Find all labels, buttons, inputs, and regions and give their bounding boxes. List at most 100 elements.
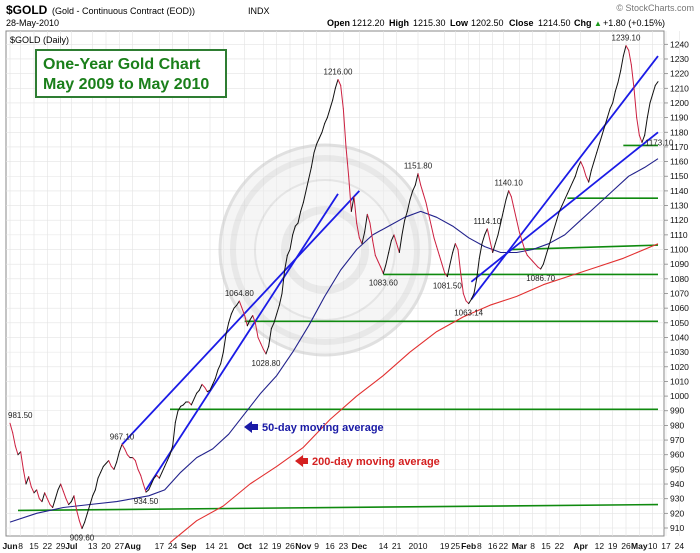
price-label: 1081.50: [433, 282, 462, 291]
x-axis: Jun 8 15 22 29 Jul 13 20 27 Aug 17 24 Sep 14 21 Oct 12 19…: [2, 541, 684, 551]
y-tick-label: 1170: [670, 142, 689, 152]
price-segment: [33, 489, 38, 494]
price-segment: [534, 263, 539, 268]
price-segment: [366, 213, 371, 224]
price-segment: [284, 254, 288, 271]
price-segment: [476, 257, 480, 280]
price-segment: [252, 314, 256, 324]
y-tick-label: 1040: [670, 332, 689, 342]
price-segment: [636, 117, 640, 136]
x-tick-label: 29: [56, 541, 66, 551]
price-segment: [444, 272, 448, 278]
price-segment: [585, 175, 590, 183]
price-segment: [465, 300, 470, 305]
x-tick-label: 12: [259, 541, 269, 551]
x-tick-label: 22: [43, 541, 53, 551]
price-segment: [345, 146, 350, 177]
trend-line: [145, 193, 339, 491]
price-segment: [73, 495, 78, 511]
price-segment: [353, 196, 358, 224]
price-series: [9, 45, 659, 530]
price-segment: [233, 304, 238, 309]
price-segment: [86, 504, 91, 514]
price-segment: [406, 199, 411, 212]
price-segment: [302, 190, 307, 204]
price-segment: [604, 117, 608, 127]
price-segment: [49, 504, 54, 508]
price-segment: [214, 369, 219, 380]
x-tick-label: 9: [314, 541, 319, 551]
price-segment: [420, 184, 424, 195]
ma50-annotation: 50-day moving average: [244, 421, 384, 434]
price-segment: [121, 443, 126, 450]
y-tick-label: 1180: [670, 127, 689, 137]
price-segment: [462, 292, 467, 302]
price-segment: [321, 122, 326, 133]
price-segment: [628, 49, 632, 66]
x-tick-label: May: [631, 541, 648, 551]
price-segment: [134, 460, 139, 470]
price-segment: [486, 228, 491, 242]
price-segment: [558, 205, 563, 212]
price-segment: [356, 222, 360, 239]
price-segment: [361, 231, 366, 245]
price-segment: [617, 70, 622, 83]
chg-value: +1.80 (+0.15%): [603, 18, 665, 28]
price-segment: [158, 471, 163, 479]
x-tick-label: 24: [675, 541, 685, 551]
price-segment: [393, 234, 398, 245]
price-segment: [292, 225, 296, 236]
price-segment: [500, 210, 504, 224]
y-tick-label: 1090: [670, 259, 689, 269]
price-segment: [206, 389, 211, 393]
price-segment: [329, 99, 334, 110]
y-tick-label: 950: [670, 464, 684, 474]
price-segment: [137, 468, 142, 476]
y-tick-label: 1010: [670, 376, 689, 386]
price-segment: [649, 93, 654, 104]
price-segment: [238, 300, 243, 309]
trend-line: [121, 190, 360, 446]
trend-channel-lines: [121, 55, 659, 491]
price-segment: [145, 489, 150, 493]
x-tick-label: Sep: [181, 541, 197, 551]
price-segment: [638, 134, 643, 143]
price-segment: [14, 445, 19, 456]
price-segment: [164, 460, 168, 467]
price-segment: [161, 465, 166, 473]
price-segment: [382, 263, 387, 275]
price-segment: [193, 392, 198, 400]
price-segment: [652, 84, 656, 95]
x-tick-label: 21: [392, 541, 402, 551]
x-tick-label: 25: [451, 541, 461, 551]
price-segment: [270, 322, 275, 330]
price-segment: [236, 300, 240, 306]
price-segment: [342, 108, 347, 148]
price-label: 1063.14: [454, 309, 483, 318]
price-segment: [593, 152, 598, 163]
y-tick-label: 910: [670, 523, 684, 533]
x-tick-label: 13: [88, 541, 98, 551]
price-segment: [422, 193, 427, 204]
price-segment: [572, 175, 576, 183]
price-segment: [244, 314, 248, 327]
price-segment: [580, 161, 584, 168]
high-value: 1215.30: [413, 18, 446, 28]
price-segment: [84, 512, 88, 523]
price-segment: [177, 405, 182, 412]
x-tick-label: 20: [101, 541, 111, 551]
y-axis: 910 920 930 940 950 960 970 980 990 1000 1010 1020 1…: [664, 39, 689, 533]
price-segment: [108, 460, 112, 467]
price-segment: [41, 492, 46, 503]
x-tick-label: Oct: [238, 541, 252, 551]
y-tick-label: 1240: [670, 39, 689, 49]
x-tick-label: 26: [285, 541, 295, 551]
price-segment: [457, 249, 462, 274]
price-segment: [260, 342, 264, 350]
price-segment: [630, 64, 635, 89]
price-segment: [254, 322, 259, 338]
price-segment: [105, 460, 110, 465]
price-segment: [438, 254, 443, 265]
y-tick-label: 1140: [670, 186, 689, 196]
price-segment: [388, 240, 392, 253]
